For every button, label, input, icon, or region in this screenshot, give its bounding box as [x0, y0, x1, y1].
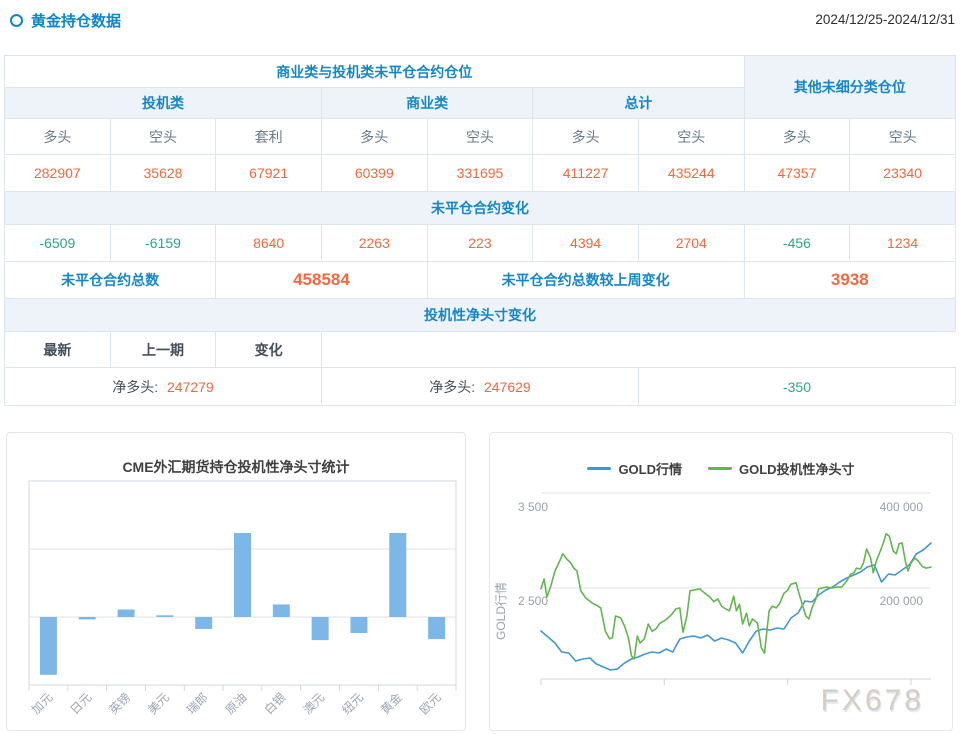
category-label: 瑞郎 — [184, 690, 211, 717]
legend-line-swatch — [587, 467, 612, 470]
left-axis-name: GOLD行情 — [494, 582, 508, 640]
bar-chart-title: CME外汇期货持仓投机性净头寸统计 — [122, 459, 350, 475]
date-range: 2024/12/25-2024/12/31 — [815, 12, 955, 27]
category-label: 澳元 — [300, 690, 327, 717]
position-value: 60399 — [320, 154, 428, 192]
axis-tick-label: 3 500 — [518, 500, 548, 514]
position-value: 435244 — [637, 154, 745, 192]
legend-item[interactable]: GOLD投机性净头寸 — [708, 459, 855, 478]
category-label: 加元 — [29, 690, 56, 717]
total-value: 458584 — [215, 261, 428, 299]
net-header: 投机性净头寸变化 — [4, 298, 956, 332]
category-label: 美元 — [145, 690, 172, 717]
page-title: 黄金持仓数据 — [31, 13, 122, 30]
axis-tick-label: 2 500 — [518, 594, 548, 608]
position-value: 411227 — [532, 154, 639, 192]
total-change-label: 未平仓合约总数较上周变化 — [426, 261, 745, 299]
category-label: 日元 — [67, 690, 94, 717]
series-line — [540, 533, 932, 660]
axis-tick-label: 400 000 — [880, 500, 924, 514]
change-value: 2263 — [320, 224, 428, 262]
change-header: 未平仓合约变化 — [4, 191, 956, 225]
legend-label: GOLD行情 — [618, 462, 682, 477]
bar — [39, 617, 57, 675]
net-change-value: -350 — [637, 367, 957, 406]
category-label: 原油 — [223, 690, 250, 717]
bar — [195, 617, 213, 629]
total-change-value: 3938 — [743, 261, 957, 299]
bar — [117, 609, 135, 617]
net-latest-value: 247279 — [167, 378, 214, 395]
net-latest-cell: 净多头: 247279 — [4, 367, 322, 406]
subgroup-commercial: 商业类 — [320, 87, 534, 119]
group-header-main: 商业类与投机类未平仓合约仓位 — [4, 55, 745, 88]
net-prev-cell: 净多头: 247629 — [320, 367, 639, 406]
bar-chart-svg: 加元 日元 英镑 美元 瑞郎 原油 白银 澳元 纽元 黄金 欧元 — [28, 480, 457, 718]
group-header-other: 其他未细分类仓位 — [743, 55, 957, 119]
change-value: -456 — [743, 224, 851, 262]
positions-table: 商业类与投机类未平仓合约仓位 其他未细分类仓位 投机类 商业类 总计 多头 空头套… — [3, 55, 957, 406]
col-header: 多头 — [743, 118, 851, 155]
bar — [311, 617, 329, 641]
col-header: 空头 — [109, 118, 217, 155]
col-header: 空头 — [426, 118, 534, 155]
bar — [350, 617, 368, 633]
col-header: 空头 — [637, 118, 745, 155]
legend-label: GOLD投机性净头寸 — [739, 462, 855, 477]
category-label: 纽元 — [339, 690, 366, 717]
col-header: 多头 — [320, 118, 428, 155]
category-label: 白银 — [261, 690, 289, 718]
change-value: 8640 — [215, 224, 322, 262]
category-label: 欧元 — [417, 690, 444, 717]
col-header: 套利 — [215, 118, 322, 155]
net-col-header: 变化 — [215, 331, 322, 368]
category-label: 黄金 — [377, 690, 405, 718]
col-header: 多头 — [4, 118, 111, 155]
change-value: 4394 — [532, 224, 639, 262]
net-col-header: 最新 — [4, 331, 111, 368]
net-prev-value: 247629 — [483, 378, 531, 395]
chart-legend: GOLD行情 GOLD投机性净头寸 — [490, 459, 952, 478]
net-prev-label: 净多头: — [429, 378, 476, 395]
legend-item[interactable]: GOLD行情 — [587, 459, 682, 478]
bullet-circle-icon — [10, 14, 23, 27]
line-chart-svg: 3 500 2 500 400 000 200 000 GOLD行情 — [494, 492, 932, 685]
col-header: 空头 — [849, 118, 956, 155]
position-value: 282907 — [4, 154, 111, 192]
position-value: 47357 — [743, 154, 851, 192]
bar — [428, 617, 446, 640]
axis-tick-label: 200 000 — [880, 594, 924, 608]
position-value: 331695 — [426, 154, 534, 192]
change-value: 1234 — [849, 224, 956, 262]
cme-positions-bar-chart: CME外汇期货持仓投机性净头寸统计 加元 日元 英镑 美元 瑞郎 原油 白银 澳元 纽元 黄金 欧元 — [6, 432, 466, 731]
net-latest-label: 净多头: — [112, 378, 159, 395]
position-value: 23340 — [849, 154, 956, 192]
position-value: 35628 — [109, 154, 217, 192]
subgroup-total: 总计 — [532, 87, 745, 119]
bar — [389, 533, 407, 617]
change-value: 223 — [426, 224, 534, 262]
change-value: -6509 — [4, 224, 111, 262]
change-value: 2704 — [637, 224, 745, 262]
col-header: 多头 — [532, 118, 639, 155]
watermark: FX678 — [820, 684, 924, 717]
total-label: 未平仓合约总数 — [3, 261, 217, 299]
bar — [272, 604, 290, 617]
page-title-wrap: 黄金持仓数据 — [10, 10, 121, 31]
top-bar: 黄金持仓数据 2024/12/25-2024/12/31 — [0, 8, 960, 34]
net-col-header: 上一期 — [109, 331, 217, 368]
bar — [78, 617, 96, 620]
category-label: 英镑 — [106, 690, 134, 718]
subgroup-speculative: 投机类 — [4, 87, 322, 119]
change-value: -6159 — [109, 224, 217, 262]
legend-line-swatch — [708, 467, 732, 470]
bar — [156, 615, 174, 617]
bar — [234, 533, 251, 617]
series-line — [540, 542, 932, 671]
position-value: 67921 — [215, 154, 322, 192]
gold-price-net-position-line-chart: GOLD行情 GOLD投机性净头寸 3 500 2 500 400 000 200 00… — [489, 432, 953, 731]
